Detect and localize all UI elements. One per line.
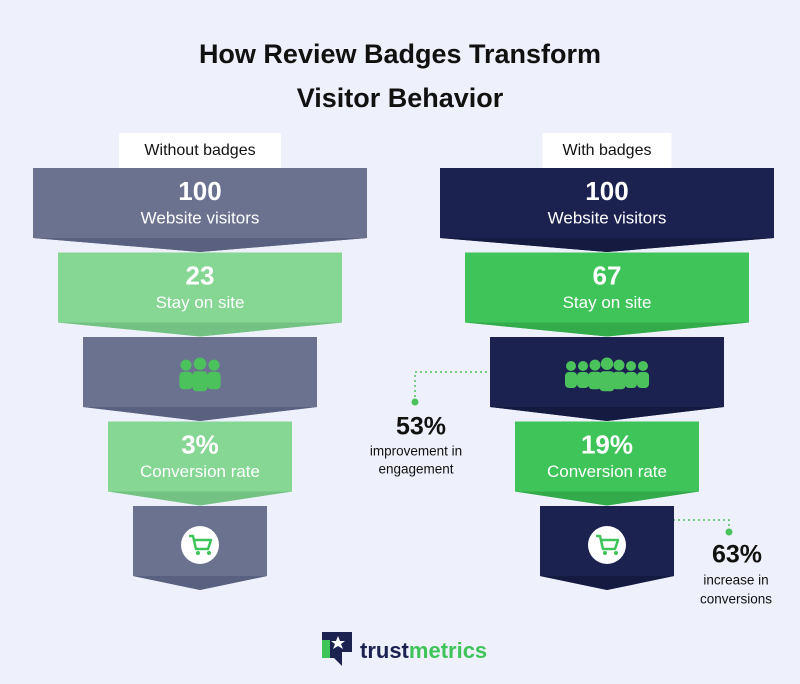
stage-text: Stay on site [563, 293, 652, 312]
annotation-text: increase in [703, 573, 768, 588]
person-head [589, 359, 601, 371]
funnel-stage-shade [108, 491, 292, 506]
funnel-label: With badges [563, 142, 652, 159]
person-body [192, 371, 208, 392]
stage-text: Website visitors [548, 208, 667, 227]
cart-wheel [196, 551, 200, 555]
connector-dot [411, 398, 419, 406]
person-body [577, 372, 589, 388]
funnel-stage-shade [465, 322, 749, 337]
funnel-stage-shade [33, 238, 367, 252]
stage-text: Stay on site [156, 293, 245, 312]
funnel-stage-shade [540, 576, 674, 590]
person-head [578, 361, 588, 371]
person-head [208, 359, 220, 371]
stage-value: 100 [585, 176, 628, 206]
person-body [179, 371, 193, 390]
stage-text: Conversion rate [140, 462, 260, 481]
funnel-stage-shade [133, 576, 267, 590]
person-body [612, 371, 626, 390]
stage-value: 67 [593, 260, 622, 290]
person-head [626, 361, 636, 371]
stage-text: Conversion rate [547, 462, 667, 481]
funnel-stage [108, 421, 292, 506]
funnel-stage-shade [58, 322, 342, 337]
cart-icon [596, 534, 620, 551]
people-icon [179, 357, 221, 392]
connector [673, 519, 730, 531]
person-head [600, 357, 614, 370]
person-body [207, 371, 221, 390]
stage-value: 100 [178, 176, 221, 206]
person-head [566, 361, 576, 371]
stage-value: 23 [186, 260, 215, 290]
funnel-stage [33, 168, 367, 252]
annotation-text: conversions [700, 592, 772, 607]
cart-bg [588, 526, 626, 564]
logo-part: trust [360, 638, 410, 663]
logo-part: metrics [409, 638, 487, 663]
person-head [193, 357, 207, 370]
stage-value: 3% [181, 429, 219, 459]
funnel-label: Without badges [144, 142, 255, 159]
stage-value: 19% [581, 429, 633, 459]
funnel-stage-shade [83, 407, 317, 421]
person-head [638, 361, 648, 371]
funnel-label-box [119, 133, 281, 168]
person-body [625, 372, 637, 388]
cart-wheel [207, 551, 211, 555]
funnel-stage-shade [515, 491, 699, 506]
cart-wheel [603, 551, 607, 555]
annotation-value: 53% [396, 413, 446, 441]
funnel-stage-shade [490, 407, 724, 421]
funnel-label-box [542, 133, 672, 168]
funnel-stage [58, 252, 342, 337]
person-body [599, 371, 615, 392]
logo-icon [322, 632, 352, 666]
person-body [588, 371, 602, 390]
annotation-text: engagement [378, 462, 453, 477]
annotation-text: improvement in [370, 444, 462, 459]
cart-wheel [614, 551, 618, 555]
cart-bg [181, 526, 219, 564]
funnel-stage [515, 421, 699, 506]
connector-dot [725, 528, 733, 536]
person-head [613, 359, 625, 371]
connector [414, 371, 487, 401]
people-icon [565, 357, 649, 392]
funnel-stage-shade [440, 238, 774, 252]
title-line: Visitor Behavior [297, 83, 504, 113]
title-line: How Review Badges Transform [199, 39, 601, 69]
person-body [565, 372, 577, 388]
cart-icon [189, 534, 213, 551]
annotation-value: 63% [712, 541, 762, 569]
logo-text: trustmetrics [360, 638, 487, 663]
person-body [637, 372, 649, 388]
stage-text: Website visitors [141, 208, 260, 227]
person-head [180, 359, 192, 371]
funnel-stage [465, 252, 749, 337]
funnel-stage [440, 168, 774, 252]
